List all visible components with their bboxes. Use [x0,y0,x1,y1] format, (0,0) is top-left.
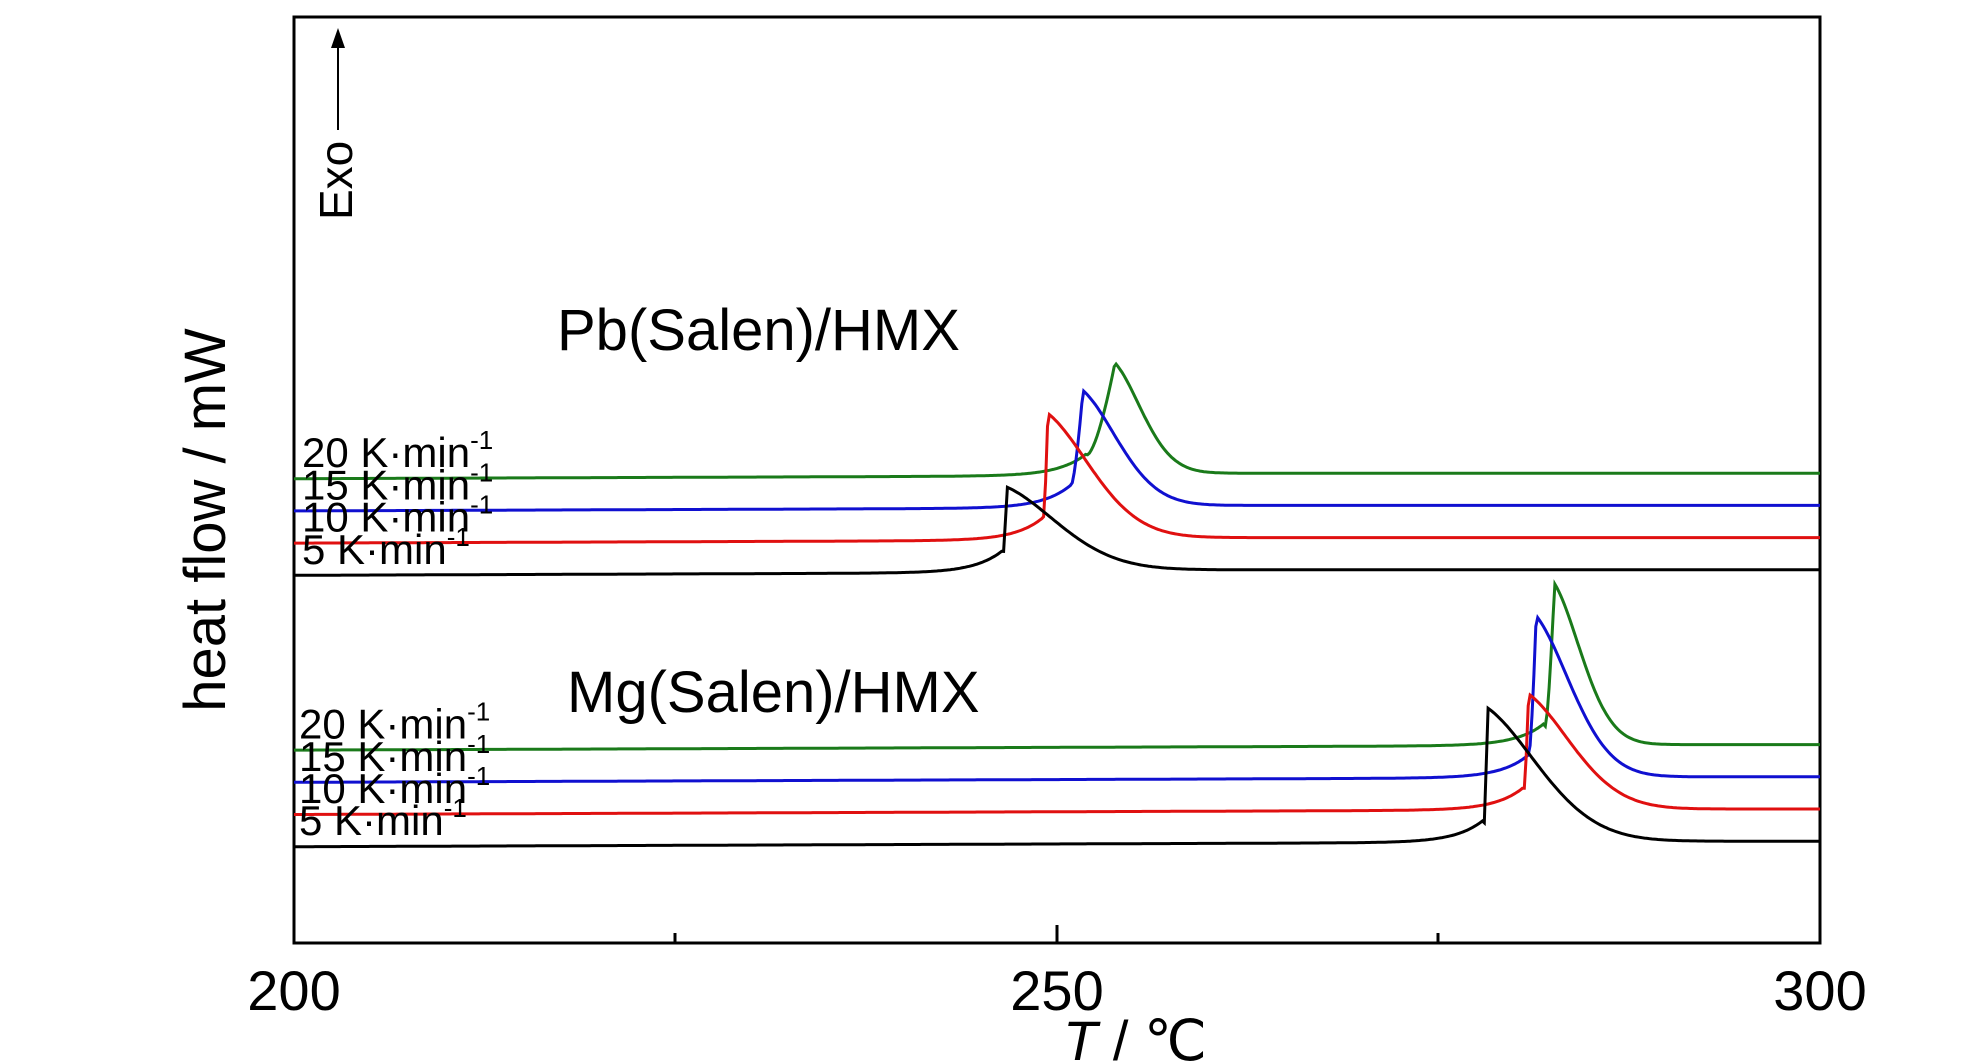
curve-mg-15k [294,614,1820,784]
curve-pb-10k [294,411,1820,545]
curve-pb-20k [294,361,1820,481]
curve-pb-5k [294,484,1820,577]
curve-mg-10k [294,692,1820,816]
curves [294,361,1820,849]
curve-label-mg-10k: 10 K·min-1 [299,761,490,812]
y-axis-label: heat flow / mW [173,328,238,712]
x-tick-label-200: 200 [247,959,340,1022]
curve-mg-5k [294,705,1820,849]
curve-label-pb-10k: 10 K·min-1 [302,490,493,541]
curve-label-mg-5k: 5 K·min-1 [299,793,467,844]
x-axis-label-symbol: T [1063,1009,1101,1063]
curve-label-pb-15k: 15 K·min-1 [302,457,493,508]
curve-label-mg-15k: 15 K·min-1 [299,729,490,780]
curve-label-pb-20k: 20 K·min-1 [302,425,493,476]
exo-annotation: Exo [310,28,362,220]
curve-pb-15k [294,388,1820,513]
x-axis-label-unit: / ℃ [1097,1009,1207,1063]
exo-arrow-head [331,28,345,48]
x-axis-label: T / ℃ [1063,1009,1207,1063]
curve-labels: 20 K·min-115 K·min-110 K·min-15 K·min-12… [299,425,493,844]
curve-mg-20k [294,579,1820,752]
exo-label: Exo [310,141,362,220]
curve-label-mg-20k: 20 K·min-1 [299,697,490,748]
x-tick-label-250: 250 [1010,959,1103,1022]
x-axis: 200 250 300 T / ℃ [247,925,1867,1063]
plot-frame [292,15,1822,945]
curve-label-pb-5k: 5 K·min-1 [302,522,470,573]
x-tick-label-300: 300 [1773,959,1866,1022]
group-label-pb: Pb(Salen)/HMX [557,298,960,363]
group-label-mg: Mg(Salen)/HMX [567,660,980,725]
